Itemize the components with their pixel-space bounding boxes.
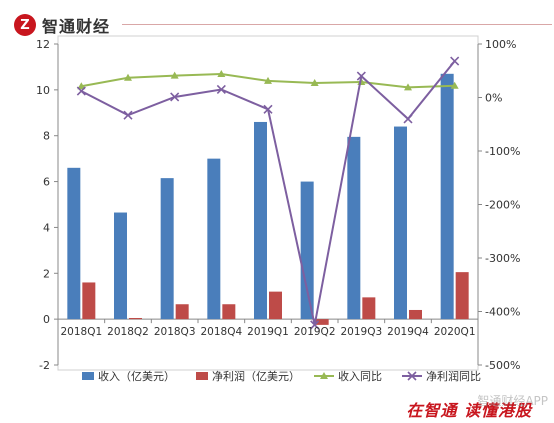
net-profit-yoy-point [403, 114, 413, 124]
legend-label: 净利润同比 [426, 369, 481, 383]
watermark: 智通财经APP [477, 394, 548, 408]
x-tick-label: 2018Q3 [154, 326, 196, 338]
revenue-bar [300, 181, 314, 320]
x-tick-label: 2019Q3 [340, 326, 382, 338]
left-tick-label: 6 [43, 176, 50, 189]
legend-marker [407, 371, 417, 381]
net-profit-yoy-point [263, 104, 273, 114]
net-profit-bar [409, 309, 422, 320]
bar-marks [67, 73, 469, 325]
revenue-yoy-point [124, 73, 132, 81]
x-tick-label: 2020Q1 [434, 326, 476, 338]
chart-legend: 收入（亿美元） 净利润（亿美元） 收入同比 净利润同比 [82, 369, 481, 383]
legend-label: 收入（亿美元） [98, 369, 175, 383]
revenue-bar [254, 121, 267, 320]
x-tick-label: 2019Q4 [387, 326, 429, 338]
right-tick-label: 100% [485, 38, 516, 51]
revenue-yoy-point [217, 69, 226, 77]
left-tick-label: 8 [43, 130, 50, 143]
revenue-yoy-point [77, 82, 86, 90]
revenue-bar [114, 212, 127, 320]
right-tick-label: -300% [485, 252, 520, 265]
right-tick-label: -100% [485, 145, 520, 158]
revenue-bar [394, 126, 407, 320]
net-profit-yoy-point [216, 84, 226, 95]
left-tick-label: 4 [43, 221, 50, 234]
right-tick-label: 0% [485, 92, 502, 105]
x-tick-label: 2018Q2 [107, 326, 149, 338]
brand-logo-icon: Z [14, 14, 36, 36]
right-tick-label: -500% [485, 359, 520, 372]
net-profit-bar [222, 304, 236, 320]
revenue-bar [67, 167, 81, 320]
left-tick-label: 12 [36, 38, 50, 51]
revenue-yoy-point [404, 83, 412, 91]
legend-marker [320, 372, 328, 379]
net-profit-yoy-point [123, 110, 133, 120]
chart-card: Z 智通财经 [4, 4, 552, 419]
net-profit-bar [175, 304, 189, 320]
revenue-yoy-point [310, 79, 319, 87]
line-marks [76, 56, 460, 330]
net-profit-yoy-point [450, 56, 460, 66]
revenue-yoy-point [450, 81, 459, 89]
footer-slogan: 在智通 读懂港股 [406, 401, 532, 420]
left-tick-label: -2 [39, 359, 50, 372]
net-profit-yoy-point [356, 71, 366, 81]
revenue-bar [347, 136, 361, 320]
x-tick-label: 2019Q2 [294, 326, 336, 338]
revenue-bar [160, 178, 174, 320]
brand-name: 智通财经 [42, 17, 111, 36]
right-axis: -500% -400% -300% -200% -100% 0% 100% [477, 38, 520, 372]
brand-header: Z 智通财经 [14, 8, 110, 42]
x-tick-label: 2018Q1 [60, 326, 102, 338]
revenue-bar [207, 158, 221, 320]
net-profit-bar [269, 291, 282, 320]
legend-label: 净利润（亿美元） [212, 369, 300, 383]
right-tick-label: -200% [485, 199, 520, 212]
header-divider [122, 24, 552, 25]
revenue-bar [440, 73, 454, 320]
legend-swatch [196, 372, 208, 380]
legend-swatch [82, 372, 94, 380]
x-tick-label: 2019Q1 [247, 326, 289, 338]
legend-label: 收入同比 [338, 369, 382, 383]
x-tick-label: 2018Q4 [200, 326, 242, 338]
revenue-yoy-point [264, 76, 272, 84]
net-profit-bar [129, 317, 142, 320]
net-profit-yoy-point [170, 92, 180, 102]
net-profit-yoy-point [76, 86, 86, 96]
x-axis-labels: 2018Q1 2018Q2 2018Q3 2018Q4 2019Q1 2019Q2 2019… [60, 319, 476, 338]
left-axis: -2 0 2 4 6 8 10 12 [36, 38, 478, 372]
right-tick-label: -400% [485, 306, 520, 319]
net-profit-bar [82, 282, 96, 320]
left-tick-label: 10 [36, 84, 50, 97]
net-profit-bar [315, 319, 329, 325]
net-profit-bar [362, 297, 376, 320]
left-tick-label: 2 [43, 267, 50, 280]
left-tick-label: 0 [43, 313, 50, 326]
net-profit-yoy-point [310, 320, 320, 330]
revenue-yoy-point [170, 71, 179, 79]
net-profit-bar [455, 272, 469, 320]
